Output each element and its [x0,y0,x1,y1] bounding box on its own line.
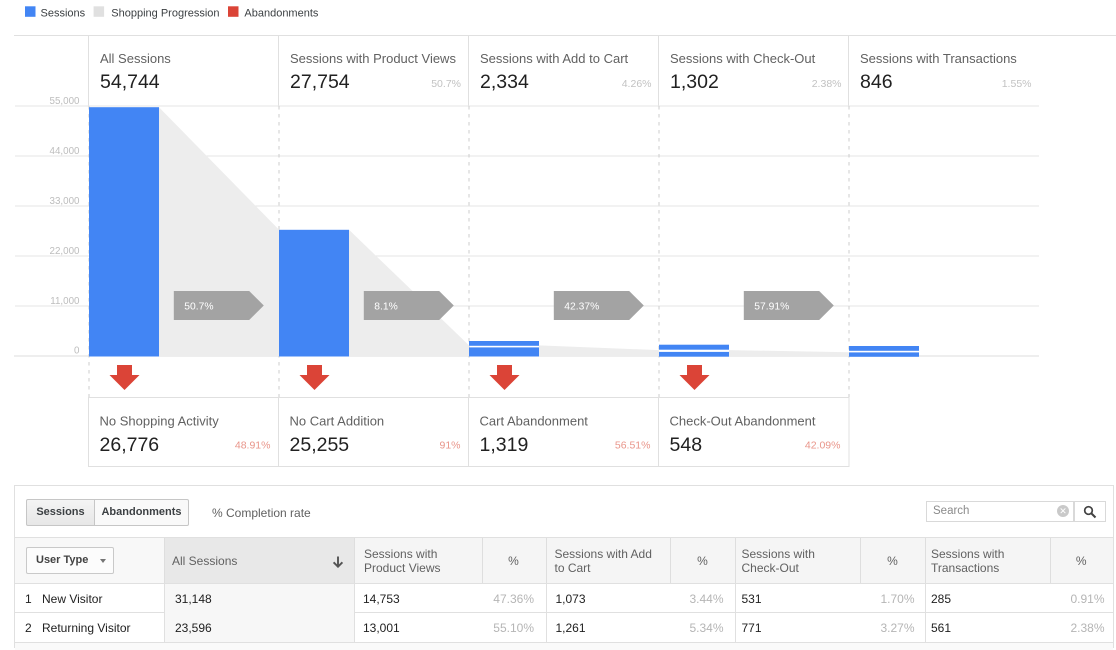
svg-text:Sessions with Product Views: Sessions with Product Views [290,51,456,66]
svg-text:2.38%: 2.38% [812,78,842,90]
svg-text:50.7%: 50.7% [184,302,213,313]
svg-text:42.37%: 42.37% [564,302,599,313]
svg-text:No Cart Addition: No Cart Addition [290,414,385,429]
svg-text:Sessions with Check-Out: Sessions with Check-Out [670,51,816,66]
svg-text:25,255: 25,255 [290,434,350,456]
svg-text:27,754: 27,754 [290,71,350,93]
svg-text:0: 0 [74,346,80,357]
svg-text:1,319: 1,319 [480,434,529,456]
svg-text:Shopping Progression: Shopping Progression [111,8,219,20]
svg-text:4.26%: 4.26% [622,78,652,90]
svg-text:Sessions: Sessions [41,8,86,20]
svg-text:Check-Out Abandonment: Check-Out Abandonment [670,414,816,429]
svg-text:1.55%: 1.55% [1002,78,1032,90]
svg-text:33,000: 33,000 [50,196,81,207]
svg-text:50.7%: 50.7% [431,78,461,90]
svg-text:48.91%: 48.91% [235,440,271,452]
svg-text:846: 846 [860,71,893,93]
svg-text:11,000: 11,000 [50,296,80,307]
svg-text:Sessions with Add to Cart: Sessions with Add to Cart [480,51,629,66]
svg-text:42.09%: 42.09% [805,440,841,452]
svg-text:57.91%: 57.91% [754,302,789,313]
svg-text:548: 548 [670,434,703,456]
svg-text:All Sessions: All Sessions [100,51,171,66]
svg-text:54,744: 54,744 [100,71,160,93]
svg-text:26,776: 26,776 [100,434,160,456]
svg-text:Cart Abandonment: Cart Abandonment [480,414,589,429]
svg-text:Sessions with Transactions: Sessions with Transactions [860,51,1017,66]
svg-text:55,000: 55,000 [50,96,81,107]
svg-text:2,334: 2,334 [480,71,529,93]
svg-text:56.51%: 56.51% [615,440,651,452]
svg-text:No Shopping Activity: No Shopping Activity [100,414,220,429]
svg-text:Abandonments: Abandonments [244,8,318,20]
svg-text:22,000: 22,000 [50,246,81,257]
svg-text:1,302: 1,302 [670,71,719,93]
svg-text:44,000: 44,000 [50,146,81,157]
svg-text:91%: 91% [439,440,460,452]
svg-text:8.1%: 8.1% [374,302,397,313]
